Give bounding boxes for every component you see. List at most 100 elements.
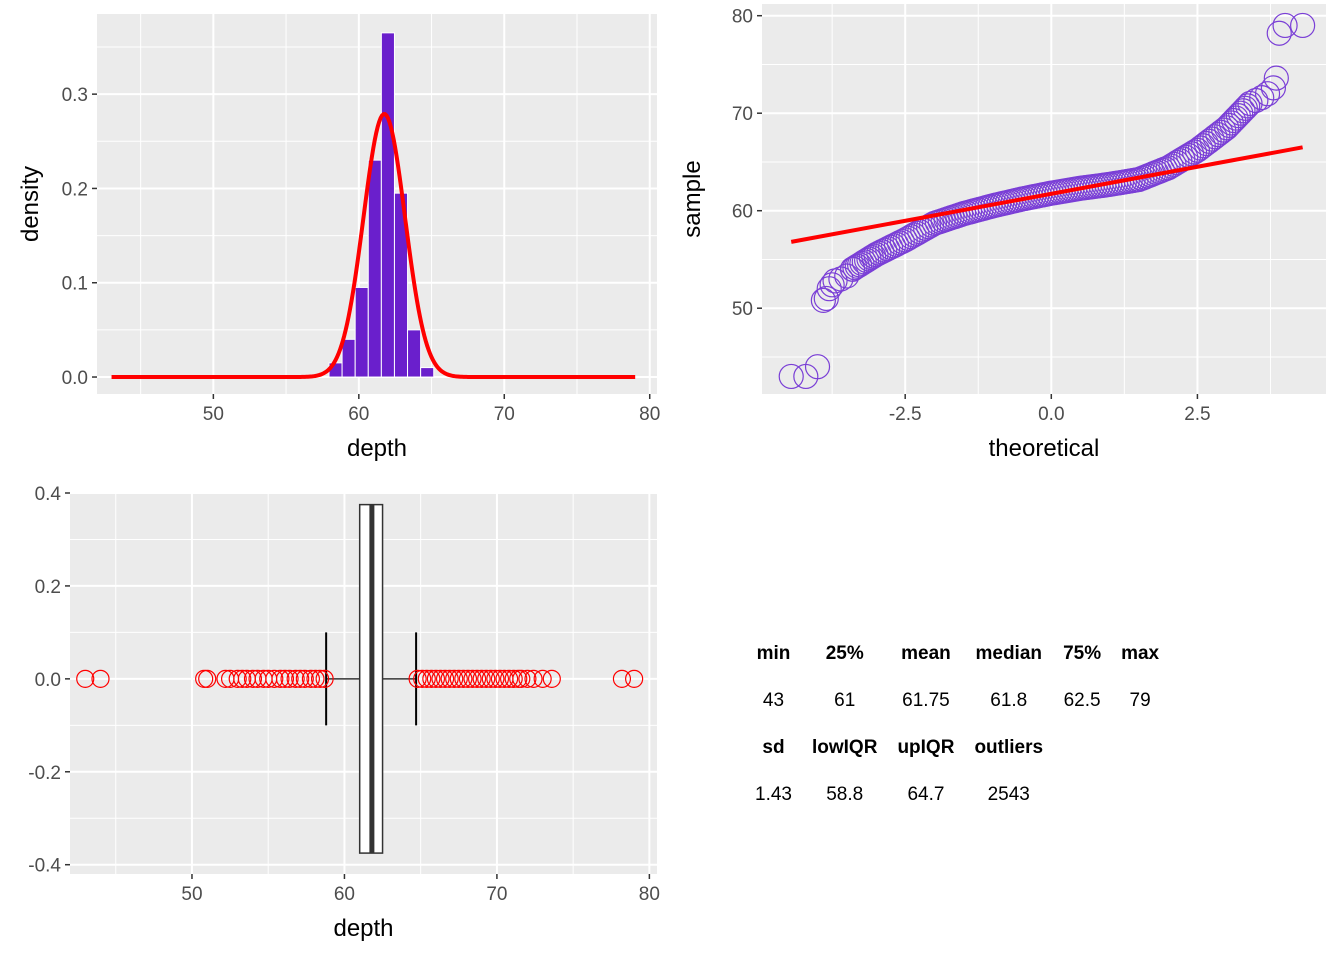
x-tick-label: 50 (181, 884, 202, 905)
outlier-point (542, 669, 561, 688)
qq-point (1260, 75, 1286, 101)
y-tick-label: 0.0 (35, 670, 61, 691)
outlier-point (271, 669, 290, 688)
stats-header-upiqr: upIQR (897, 736, 955, 758)
y-tick-label: 0.3 (62, 85, 88, 106)
qq-point (1243, 87, 1269, 114)
outlier-point (76, 669, 95, 688)
outlier-point (306, 669, 325, 688)
outlier-point (243, 669, 263, 688)
y-axis-title: sample (679, 160, 706, 237)
outlier-point (449, 669, 468, 688)
outlier-point (467, 669, 487, 688)
qq-point (1272, 12, 1298, 39)
x-tick-label: 70 (486, 884, 507, 905)
stats-header-outliers: outliers (974, 736, 1044, 758)
stats-header-q3: 75% (1063, 642, 1102, 664)
qq-point (895, 225, 921, 251)
summary-stats-table: min 25% mean median 75% max 43 61 61.75 … (745, 630, 1169, 818)
outlier-point (413, 669, 432, 688)
outlier-point (91, 669, 110, 688)
stats-header-mean: mean (901, 642, 951, 664)
outlier-point (463, 669, 482, 688)
histogram-bar (367, 159, 382, 378)
qq-point (901, 222, 927, 248)
histogram-bar (420, 367, 435, 378)
x-tick-label: 60 (334, 884, 355, 905)
y-axis-title: density (17, 166, 44, 242)
outlier-point (275, 669, 295, 688)
stats-header-empty-2 (1111, 724, 1169, 771)
stats-header-empty-1 (1053, 724, 1111, 771)
outlier-point (228, 669, 247, 688)
qq-point (892, 227, 918, 253)
y-tick-label: 0.4 (35, 484, 62, 505)
stats-value-outliers: 2543 (987, 783, 1030, 805)
outlier-point (625, 669, 644, 688)
x-tick-label: 2.5 (1184, 404, 1210, 425)
outlier-point (477, 669, 496, 688)
outlier-point (440, 669, 459, 688)
outlier-point (500, 669, 519, 688)
x-axis-title: depth (347, 435, 407, 462)
histogram-bar (380, 32, 395, 378)
outlier-point (286, 669, 305, 688)
outlier-point (417, 669, 436, 688)
outlier-point (310, 669, 330, 688)
stats-value-upiqr: 64.7 (907, 783, 945, 805)
stats-value-mean: 61.75 (902, 689, 950, 711)
stats-header-min: min (756, 642, 791, 664)
y-tick-label: 0.1 (62, 274, 88, 295)
x-tick-label: 80 (639, 404, 660, 425)
outlier-point (481, 669, 500, 688)
histogram-bar (407, 329, 422, 378)
stats-value-empty-2 (1111, 771, 1169, 818)
y-tick-label: 0.0 (62, 368, 88, 389)
qq-point (1263, 65, 1289, 91)
density-curve (111, 112, 636, 380)
outlier-point (408, 669, 427, 688)
qq-point (834, 263, 860, 289)
stats-value-max: 79 (1129, 689, 1151, 711)
histogram-bar (341, 338, 356, 378)
x-tick-label: 0.0 (1038, 404, 1064, 425)
histogram-bar (354, 286, 369, 378)
outlier-point (472, 669, 491, 688)
qq-point (861, 243, 887, 269)
qq-point (839, 256, 866, 282)
outlier-point (315, 669, 334, 688)
stats-header-row-1: min 25% mean median 75% max (745, 630, 1169, 677)
outlier-point (291, 669, 310, 688)
qq-point (898, 224, 924, 250)
outlier-point (280, 669, 299, 688)
stats-header-median: median (975, 642, 1043, 664)
outlier-point (426, 669, 446, 688)
y-tick-label: 70 (732, 104, 753, 125)
qq-point (1266, 20, 1292, 46)
stats-header-q1: 25% (825, 642, 864, 664)
y-tick-label: 0.2 (35, 577, 61, 598)
qq-point (778, 363, 804, 390)
outlier-point (431, 669, 450, 688)
outlier-point (504, 669, 523, 688)
x-tick-label: 70 (494, 404, 515, 425)
qq-point (1254, 81, 1281, 107)
qq-point (1235, 93, 1261, 119)
outlier-point (445, 669, 464, 688)
stats-header-max: max (1121, 642, 1160, 664)
qq-point (813, 285, 839, 312)
stats-value-sd: 1.43 (755, 783, 792, 805)
outlier-point (435, 669, 455, 688)
qq-reference-line (790, 145, 1303, 244)
qq-point (810, 287, 836, 313)
qq-point (1237, 90, 1263, 117)
outlier-point (524, 669, 543, 688)
stats-value-row-1: 43 61 61.75 61.8 62.5 79 (745, 677, 1169, 724)
qq-point (1228, 100, 1254, 126)
outlier-point (265, 669, 284, 688)
stats-value-empty-1 (1053, 771, 1111, 818)
outlier-point (422, 669, 441, 688)
x-tick-label: -2.5 (889, 404, 922, 425)
outlier-point (486, 669, 505, 688)
outlier-point (533, 669, 552, 688)
